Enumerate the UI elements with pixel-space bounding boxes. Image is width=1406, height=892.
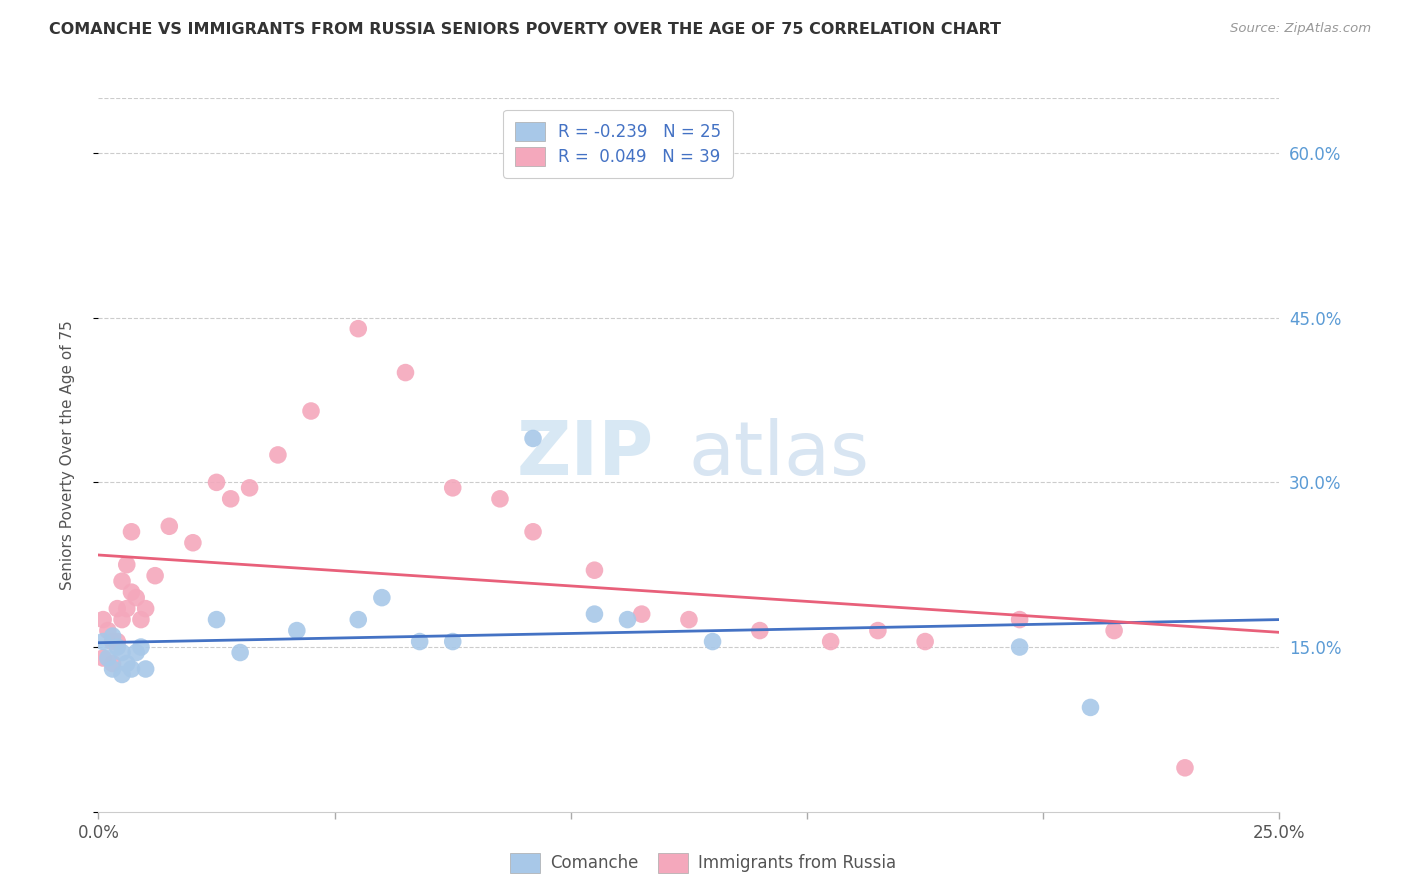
Point — [91, 651, 114, 665]
Point — [105, 634, 128, 648]
Legend: Comanche, Immigrants from Russia: Comanche, Immigrants from Russia — [503, 847, 903, 880]
Point — [630, 607, 652, 621]
Point — [125, 591, 148, 605]
Point — [914, 634, 936, 648]
Point — [394, 366, 416, 380]
Text: ZIP: ZIP — [516, 418, 654, 491]
Point — [702, 634, 724, 648]
Point — [91, 613, 114, 627]
Point — [115, 558, 138, 572]
Point — [820, 634, 842, 648]
Point — [522, 524, 544, 539]
Point — [1102, 624, 1125, 638]
Point — [748, 624, 770, 638]
Point — [267, 448, 290, 462]
Point — [347, 321, 370, 335]
Point — [121, 662, 143, 676]
Point — [111, 667, 134, 681]
Point — [441, 481, 464, 495]
Point — [616, 613, 638, 627]
Point — [205, 613, 228, 627]
Point — [91, 634, 114, 648]
Point — [115, 657, 138, 671]
Point — [121, 524, 143, 539]
Point — [111, 613, 134, 627]
Point — [408, 634, 430, 648]
Y-axis label: Seniors Poverty Over the Age of 75: Seniors Poverty Over the Age of 75 — [60, 320, 75, 590]
Point — [181, 535, 204, 549]
Point — [1008, 640, 1031, 654]
Point — [1080, 700, 1102, 714]
Point — [583, 563, 606, 577]
Point — [371, 591, 394, 605]
Text: Source: ZipAtlas.com: Source: ZipAtlas.com — [1230, 22, 1371, 36]
Point — [157, 519, 180, 533]
Point — [239, 481, 262, 495]
Point — [101, 629, 124, 643]
Point — [111, 574, 134, 589]
Point — [347, 613, 370, 627]
Point — [299, 404, 322, 418]
Point — [866, 624, 889, 638]
Point — [115, 601, 138, 615]
Point — [143, 568, 166, 582]
Point — [229, 646, 252, 660]
Point — [101, 662, 124, 676]
Point — [135, 601, 157, 615]
Point — [111, 646, 134, 660]
Point — [1008, 613, 1031, 627]
Point — [129, 640, 152, 654]
Point — [121, 585, 143, 599]
Point — [105, 601, 128, 615]
Point — [105, 640, 128, 654]
Point — [97, 624, 120, 638]
Point — [205, 475, 228, 490]
Point — [101, 657, 124, 671]
Text: atlas: atlas — [689, 418, 870, 491]
Point — [489, 491, 512, 506]
Point — [101, 634, 124, 648]
Point — [522, 432, 544, 446]
Point — [441, 634, 464, 648]
Legend: R = -0.239   N = 25, R =  0.049   N = 39: R = -0.239 N = 25, R = 0.049 N = 39 — [503, 110, 733, 178]
Point — [129, 613, 152, 627]
Point — [583, 607, 606, 621]
Point — [678, 613, 700, 627]
Point — [135, 662, 157, 676]
Text: COMANCHE VS IMMIGRANTS FROM RUSSIA SENIORS POVERTY OVER THE AGE OF 75 CORRELATIO: COMANCHE VS IMMIGRANTS FROM RUSSIA SENIO… — [49, 22, 1001, 37]
Point — [219, 491, 242, 506]
Point — [97, 651, 120, 665]
Point — [125, 646, 148, 660]
Point — [1174, 761, 1197, 775]
Point — [285, 624, 308, 638]
